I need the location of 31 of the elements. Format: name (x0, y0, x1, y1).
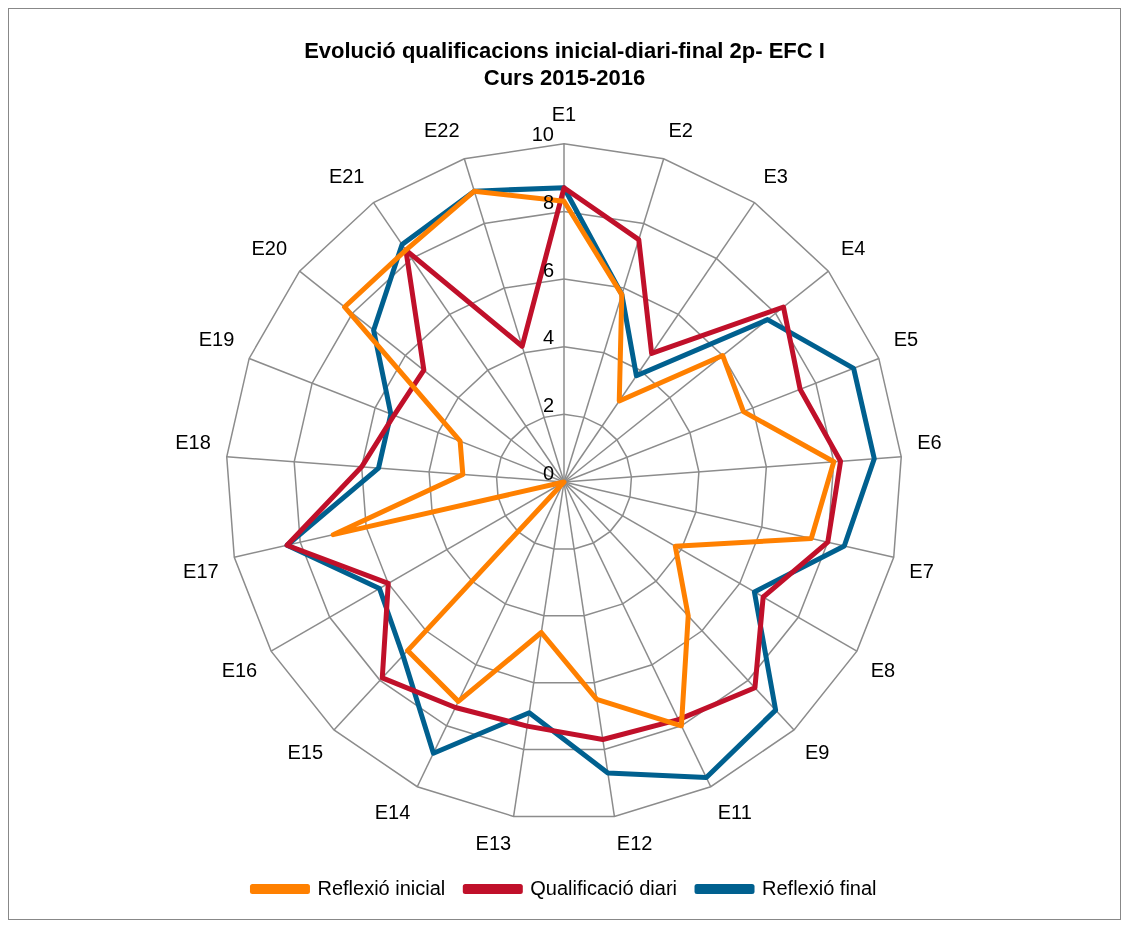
spoke-label: E2 (668, 119, 693, 142)
spoke-label: E8 (870, 658, 896, 681)
y-tick-label: 0 (542, 461, 554, 484)
spoke-label: E3 (763, 164, 788, 187)
spoke-label: E9 (804, 741, 830, 764)
spoke-label: E1 (551, 103, 577, 126)
spoke-label: E7 (909, 560, 934, 583)
legend-label: Reflexió final (762, 876, 877, 899)
spoke-label: E15 (287, 741, 324, 764)
legend-label: Reflexió inicial (317, 876, 446, 899)
y-tick-label: 4 (542, 326, 554, 349)
spoke-label: E12 (616, 831, 653, 854)
spoke-label: E20 (251, 236, 288, 259)
spoke-label: E21 (328, 164, 365, 187)
spoke-label: E4 (840, 236, 866, 259)
y-tick-label: 6 (542, 258, 554, 281)
spoke-label: E5 (893, 328, 919, 351)
chart-subtitle: Curs 2015-2016 (483, 64, 646, 90)
chart-title: Evolució qualificacions inicial-diari-final 2p- EFC I (304, 38, 825, 64)
spoke-label: E19 (198, 328, 235, 351)
legend-label: Qualificació diari (530, 876, 678, 899)
y-tick-label: 10 (531, 123, 554, 146)
spoke-label: E6 (917, 431, 942, 454)
spoke-label: E13 (475, 831, 512, 854)
spoke-label: E17 (183, 560, 219, 583)
spoke-label: E22 (424, 119, 460, 142)
spoke-label: E18 (175, 431, 211, 454)
spoke-label: E16 (221, 658, 258, 681)
spoke-label: E11 (717, 800, 752, 823)
spoke-label: E14 (374, 800, 411, 823)
y-tick-label: 2 (542, 393, 554, 416)
